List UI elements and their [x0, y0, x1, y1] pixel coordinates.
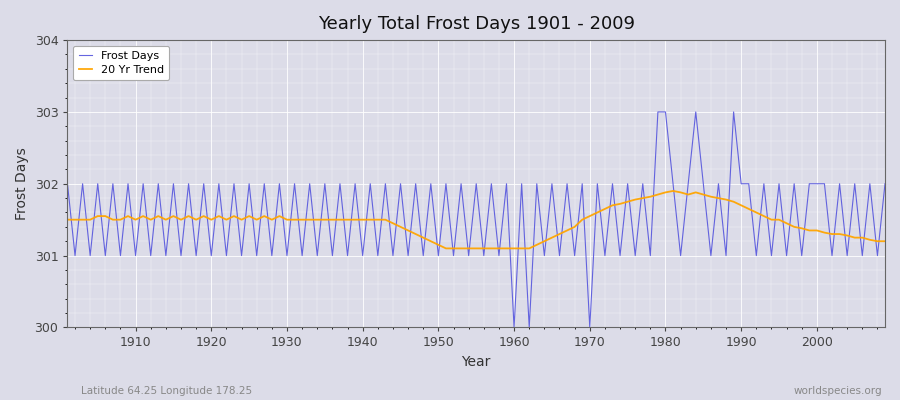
- Frost Days: [652, 110, 663, 114]
- Frost Days: [879, 181, 890, 186]
- 20 Yr Trend: [289, 217, 300, 222]
- Frost Days: [335, 181, 346, 186]
- Frost Days: [608, 181, 618, 186]
- 20 Yr Trend: [517, 246, 527, 251]
- Legend: Frost Days, 20 Yr Trend: Frost Days, 20 Yr Trend: [73, 46, 169, 80]
- Frost Days: [122, 181, 133, 186]
- 20 Yr Trend: [668, 188, 679, 193]
- Y-axis label: Frost Days: Frost Days: [15, 147, 29, 220]
- 20 Yr Trend: [608, 203, 618, 208]
- 20 Yr Trend: [440, 246, 451, 251]
- Title: Yearly Total Frost Days 1901 - 2009: Yearly Total Frost Days 1901 - 2009: [318, 15, 634, 33]
- Line: 20 Yr Trend: 20 Yr Trend: [68, 191, 885, 248]
- 20 Yr Trend: [879, 239, 890, 244]
- Text: Latitude 64.25 Longitude 178.25: Latitude 64.25 Longitude 178.25: [81, 386, 252, 396]
- 20 Yr Trend: [122, 214, 133, 218]
- Frost Days: [517, 181, 527, 186]
- Line: Frost Days: Frost Days: [68, 112, 885, 328]
- 20 Yr Trend: [508, 246, 519, 251]
- Text: worldspecies.org: worldspecies.org: [794, 386, 882, 396]
- 20 Yr Trend: [335, 217, 346, 222]
- Frost Days: [501, 181, 512, 186]
- Frost Days: [508, 325, 519, 330]
- X-axis label: Year: Year: [462, 355, 490, 369]
- Frost Days: [62, 181, 73, 186]
- 20 Yr Trend: [62, 217, 73, 222]
- Frost Days: [289, 181, 300, 186]
